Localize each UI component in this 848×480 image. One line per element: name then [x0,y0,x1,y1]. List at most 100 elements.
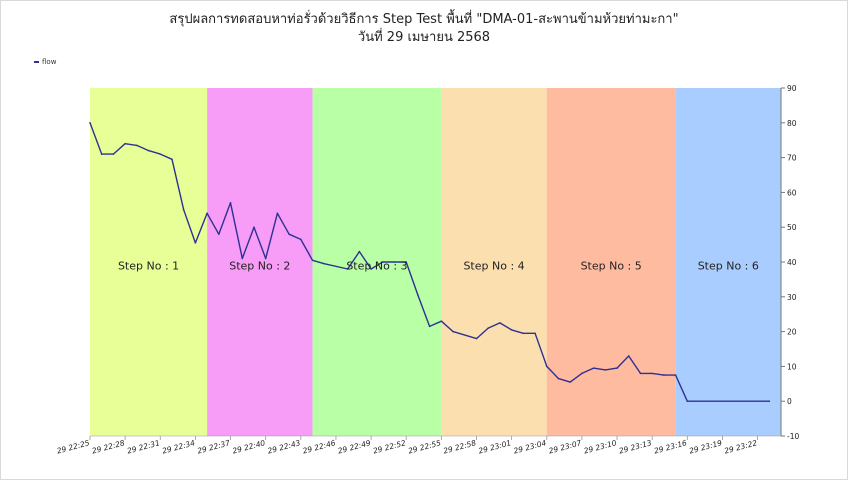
data-point [663,374,665,376]
data-point [627,355,630,357]
data-point [288,233,290,235]
data-point [253,226,255,228]
x-tick-label: 29 23:04 [513,438,548,455]
data-point [159,153,162,155]
legend-label-flow: flow [42,58,57,66]
x-tick-label: 29 23:10 [583,438,618,455]
data-point [229,202,232,204]
x-tick-label: 29 22:28 [91,438,126,455]
data-point [124,142,126,145]
data-point [100,153,103,155]
y-tick-label: 80 [787,119,797,128]
step-label-3: Step No : 3 [346,259,407,272]
data-point [206,212,208,215]
data-point [592,367,595,369]
x-tick-label: 29 22:31 [126,438,161,455]
data-point [534,332,536,335]
data-point [616,367,618,369]
step-labels: Step No : 1 Step No : 2 Step No : 3 Step No… [118,259,759,272]
data-point [147,149,150,152]
x-tick-label: 29 23:16 [653,438,688,455]
x-tick-label: 29 22:37 [196,438,231,455]
data-point [370,268,372,270]
data-point [323,262,326,265]
y-tick-label: 40 [787,258,797,267]
data-point [545,365,548,368]
y-tick-label: 20 [787,328,797,337]
data-point [136,144,138,147]
data-point [346,268,349,270]
x-tick-label: 29 22:58 [442,438,477,455]
data-point [768,400,771,403]
y-tick-label: 10 [787,362,797,371]
step-band-4 [441,88,547,436]
x-tick-label: 29 23:01 [477,438,512,455]
y-tick-label: 70 [787,154,797,163]
data-point [417,294,419,296]
chart-title: สรุปผลการทดสอบหาท่อรั่วด้วยวิธีการ Step … [169,12,679,27]
data-point [300,238,302,241]
step-label-6: Step No : 6 [698,259,759,272]
data-point [393,261,396,263]
x-tick-label: 29 23:07 [548,438,583,455]
step-label-1: Step No : 1 [118,259,179,272]
data-point [89,122,91,124]
step-band-3 [312,88,442,436]
step-band-6 [675,88,781,436]
step-bands [90,88,781,436]
x-tick-label: 29 22:49 [337,438,372,455]
data-point [487,327,490,329]
data-point [264,257,267,260]
x-tick-label: 29 22:40 [231,438,266,455]
step-band-1 [90,88,208,436]
step-label-2: Step No : 2 [229,259,290,272]
data-point [405,261,408,263]
data-point [569,381,571,383]
x-tick-label: 29 23:13 [618,438,653,455]
y-tick-label: 0 [787,397,792,406]
data-point [218,233,220,235]
data-point [499,322,501,324]
data-point [182,209,185,211]
data-point [112,153,115,155]
data-point [428,325,431,328]
data-point [522,332,525,335]
data-point [674,374,677,376]
x-tick-label: 29 22:52 [372,438,407,455]
x-tick-label: 29 22:43 [267,438,302,455]
data-point [241,257,244,260]
data-point [452,330,454,333]
x-tick-label: 29 22:46 [302,438,337,455]
y-tick-label: 30 [787,293,797,302]
legend-swatch-flow [34,61,39,63]
y-tick-label: 60 [787,188,797,197]
series-layer [89,122,771,403]
data-point [475,337,478,340]
y-tick-label: 50 [787,223,797,232]
step-band-5 [546,88,676,436]
data-point [381,261,384,263]
x-tick-label: 29 23:19 [688,438,723,455]
data-point [651,372,653,375]
data-point [311,259,314,262]
step-label-4: Step No : 4 [463,259,524,272]
x-tick-label: 29 22:55 [407,438,442,455]
data-point [604,369,607,371]
data-point [358,250,361,253]
y-tick-label: 90 [787,84,797,93]
data-point [510,329,513,331]
x-tick-label: 29 22:34 [161,438,196,455]
step-band-2 [207,88,313,436]
data-point [686,400,689,403]
data-point [276,212,279,215]
chart-subtitle: วันที่ 29 เมษายน 2568 [357,30,491,45]
x-tick-label: 29 22:25 [56,438,91,455]
x-tick-label: 29 23:22 [723,438,758,455]
data-point [440,320,443,322]
data-point [581,372,583,375]
data-point [639,372,642,375]
data-point [557,377,560,380]
data-point [194,242,197,244]
y-tick-label: -10 [787,432,799,441]
